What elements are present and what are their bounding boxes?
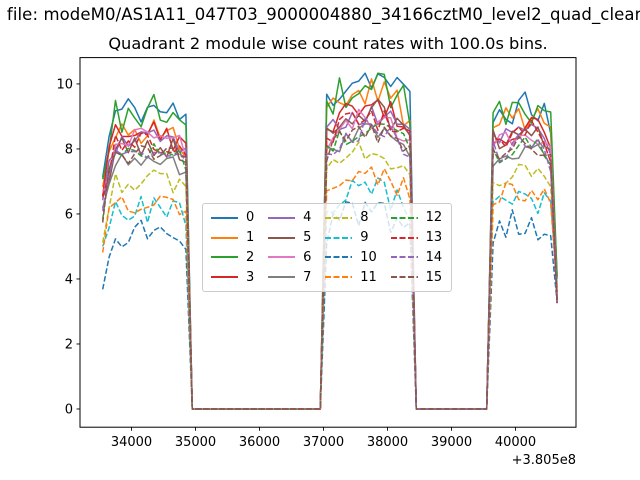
legend-item-9: 9 (325, 231, 377, 244)
legend-label-11: 11 (360, 269, 377, 285)
legend-label-3: 3 (246, 269, 255, 285)
legend-item-8: 8 (325, 211, 377, 224)
legend-label-1: 1 (246, 230, 255, 246)
legend-swatch-15 (390, 276, 418, 279)
legend-label-8: 8 (360, 210, 369, 226)
legend-label-2: 2 (246, 249, 255, 265)
legend-item-0: 0 (211, 211, 255, 224)
legend-item-11: 11 (325, 271, 377, 284)
x-tick-label: 39000 (431, 435, 472, 450)
x-tick-label: 34000 (111, 435, 152, 450)
x-axis-ticks: 34000 35000 36000 37000 38000 39000 40000 (111, 427, 536, 450)
legend-swatch-13 (390, 236, 418, 239)
series-line-11 (101, 166, 558, 410)
legend-item-1: 1 (211, 231, 255, 244)
legend-item-4: 4 (268, 211, 312, 224)
legend-item-2: 2 (211, 251, 255, 264)
legend-item-14: 14 (390, 249, 443, 265)
legend-label-9: 9 (360, 230, 369, 246)
legend-swatch-5 (268, 236, 296, 239)
legend-item-12: 12 (390, 210, 443, 226)
y-axis-ticks: 0 2 4 6 8 10 (56, 77, 80, 417)
x-tick-label: 38000 (367, 435, 408, 450)
legend-item-7: 7 (268, 271, 312, 284)
legend-swatch-11 (325, 276, 353, 279)
y-tick-label: 2 (65, 337, 73, 352)
legend-swatch-7 (268, 276, 296, 279)
figure-suptitle: data file: modeM0/AS1A11_047T03_90000048… (0, 5, 640, 24)
series-line-13 (101, 110, 558, 410)
legend-swatch-6 (268, 256, 296, 259)
legend-swatch-12 (390, 216, 418, 219)
legend-label-7: 7 (303, 269, 312, 285)
legend-item-10: 10 (325, 251, 377, 264)
x-tick-label: 35000 (175, 435, 216, 450)
legend-label-5: 5 (303, 230, 312, 246)
legend-item-15: 15 (390, 269, 443, 285)
legend-swatch-8 (325, 216, 353, 219)
legend-label-14: 14 (425, 249, 443, 265)
legend-item-6: 6 (268, 251, 312, 264)
legend-box: 0 1 2 3 4 5 6 7 8 9 10 11 12 13 14 15 (202, 203, 452, 292)
legend-label-13: 13 (425, 230, 443, 246)
legend-label-12: 12 (425, 210, 443, 226)
y-tick-label: 8 (65, 142, 73, 157)
x-tick-label: 37000 (303, 435, 344, 450)
y-tick-label: 0 (65, 402, 73, 417)
legend-item-5: 5 (268, 231, 312, 244)
legend-label-10: 10 (360, 249, 377, 265)
legend-swatch-3 (211, 276, 238, 279)
legend-swatch-14 (390, 256, 418, 259)
y-tick-label: 6 (65, 207, 73, 222)
plot-border (79, 57, 577, 428)
series-line-15 (101, 124, 558, 410)
x-axis-offset-label: +3.805e8 (512, 453, 576, 468)
legend-swatch-9 (325, 236, 353, 239)
legend-swatch-2 (211, 256, 238, 259)
legend-label-15: 15 (425, 269, 443, 285)
legend-swatch-1 (211, 236, 238, 239)
legend-label-4: 4 (303, 210, 312, 226)
axes-title: Quadrant 2 module wise count rates with … (108, 34, 548, 53)
x-tick-label: 40000 (495, 435, 536, 450)
legend-swatch-0 (211, 216, 238, 219)
legend-swatch-4 (268, 216, 296, 219)
legend-item-13: 13 (390, 230, 443, 246)
y-tick-label: 4 (65, 272, 73, 287)
legend-swatch-10 (325, 256, 353, 259)
legend-label-0: 0 (246, 210, 255, 226)
x-tick-label: 36000 (239, 435, 280, 450)
y-tick-label: 10 (56, 77, 73, 92)
legend-label-6: 6 (303, 249, 312, 265)
legend-item-3: 3 (211, 271, 255, 284)
